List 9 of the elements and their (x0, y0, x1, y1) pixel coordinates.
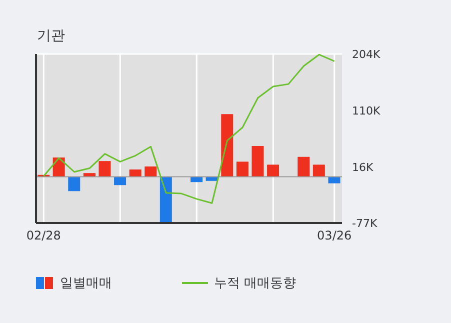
y-tick-label: -77K (352, 216, 378, 230)
y-tick-label: 110K (352, 104, 381, 118)
y-tick-label: 204K (352, 48, 381, 61)
x-tick-label: 03/26 (317, 228, 352, 243)
x-tick-label: 02/28 (26, 228, 61, 243)
y-tick-label: 16K (352, 160, 374, 174)
legend-label: 일별매매 (60, 275, 112, 292)
chart-title: 기관 (37, 27, 65, 45)
legend-label: 누적 매매동향 (214, 275, 296, 292)
